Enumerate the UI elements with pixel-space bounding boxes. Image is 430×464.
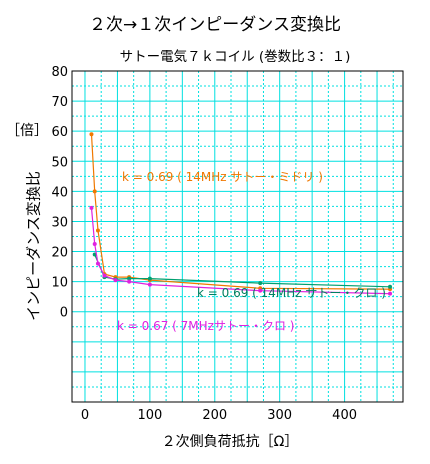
x-tick-label: 400	[332, 408, 357, 423]
series-annotation: k = 0.69 ( 14MHz サトー・ミドリ )	[122, 170, 323, 184]
data-point	[92, 189, 97, 194]
y-tick-label: 40	[51, 185, 68, 200]
y-tick-label: 30	[51, 215, 68, 230]
data-point	[258, 281, 263, 286]
tick-labels: 0 10 20 30 40 50 60 70 80 0 100 200 300 400	[51, 65, 357, 423]
series-3	[89, 205, 393, 296]
y-tick-label: 50	[51, 155, 68, 170]
y-tick-label: 10	[51, 276, 68, 291]
y-tick-label: 70	[51, 95, 68, 110]
series-annotation: k = 0.67 ( 7MHzサトー・クロ )	[117, 319, 294, 333]
y-axis-unit-label: ［倍］	[6, 123, 48, 139]
data-point	[92, 242, 97, 247]
x-tick-label: 0	[81, 408, 89, 423]
grid	[72, 71, 403, 402]
data-point	[258, 288, 263, 293]
y-tick-label: 20	[51, 246, 68, 261]
plot-frame	[71, 70, 404, 403]
chart-subtitle: サトー電気７ｋコイル (巻数比３：１)	[119, 49, 351, 65]
y-tick-label: 0	[60, 306, 68, 321]
chart-title: ２次→１次インピーダンス変換比	[89, 15, 341, 35]
data-point	[388, 284, 393, 289]
data-point	[95, 228, 100, 233]
data-point	[89, 132, 94, 137]
data-point	[147, 282, 152, 287]
y-tick-label: 80	[51, 65, 68, 80]
data-point	[127, 279, 132, 284]
data-point	[113, 278, 118, 283]
data-point	[102, 273, 107, 278]
series-layer	[89, 132, 393, 296]
annotations: k = 0.69 ( 14MHz サトー・ミドリ ) k = 0.69 ( 14M…	[117, 170, 386, 333]
y-tick-label: 60	[51, 125, 68, 140]
x-tick-label: 300	[267, 408, 292, 423]
series-line	[90, 134, 391, 290]
series-line	[90, 207, 391, 295]
series-1	[89, 132, 393, 292]
data-point	[388, 291, 393, 296]
x-axis-label: ２次側負荷抵抗［Ω］	[161, 434, 299, 450]
data-point	[147, 276, 152, 281]
data-point	[95, 261, 100, 266]
x-tick-label: 200	[202, 408, 227, 423]
series-annotation: k = 0.69 ( 14MHz サトー・クロ )	[197, 286, 386, 300]
data-point	[127, 276, 132, 281]
x-tick-label: 100	[137, 408, 162, 423]
data-point	[89, 205, 94, 210]
